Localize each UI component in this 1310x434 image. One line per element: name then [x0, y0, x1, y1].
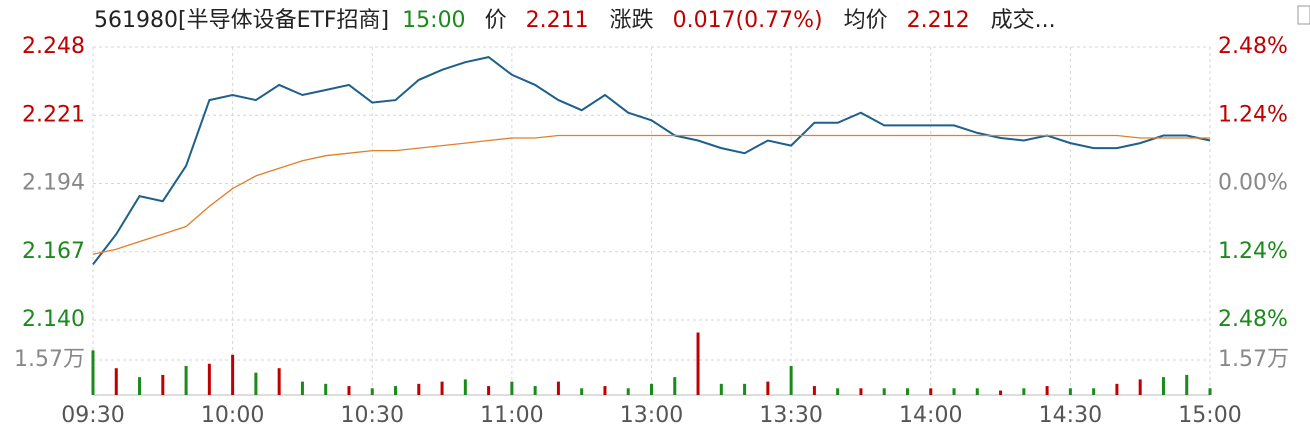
change: 0.017(0.77%) [673, 8, 823, 33]
change-label: 涨跌 [610, 8, 654, 33]
volume-bar [556, 381, 560, 395]
y-tick-label: 2.140 [22, 307, 85, 332]
x-tick-label: 11:00 [480, 403, 543, 428]
volume-bar [161, 374, 165, 395]
volume-bar [324, 383, 328, 395]
volume-bar [743, 383, 747, 395]
volume-bar [975, 388, 979, 395]
volume-bar [91, 350, 95, 395]
volume-bar [231, 354, 235, 395]
volume-bar [580, 388, 584, 395]
volume-bar [1022, 388, 1026, 395]
volume-bar [417, 383, 421, 395]
y2-tick-label: 1.24% [1218, 239, 1288, 264]
volume-bar [510, 381, 514, 395]
y2-tick-label: 1.57万 [1218, 347, 1289, 372]
volume-bar [650, 383, 653, 395]
avg: 2.212 [907, 8, 970, 33]
volume-bar [138, 377, 142, 395]
x-tick-label: 15:00 [1178, 403, 1241, 428]
volume-bar [859, 388, 863, 395]
y2-tick-label: 1.24% [1218, 102, 1288, 127]
volume-bar [370, 388, 374, 395]
volume-bar [1115, 383, 1119, 395]
volume-bar [1045, 386, 1049, 395]
volume-bar [905, 388, 909, 395]
volume-bar [1161, 377, 1165, 395]
toggle-icon[interactable] [1297, 5, 1310, 25]
volume-bar [789, 365, 793, 395]
y2-tick-label: 0.00% [1218, 171, 1288, 196]
volume-bar [719, 383, 723, 395]
volume-bar [766, 381, 770, 395]
y-tick-label: 2.194 [22, 171, 85, 196]
y2-tick-label: 2.48% [1218, 34, 1288, 59]
volume-bar [603, 386, 607, 395]
volume-bar [184, 365, 188, 395]
volume-bar [394, 386, 398, 395]
volume-bar [254, 372, 258, 395]
volume-bar [533, 386, 537, 395]
volume-bar [812, 386, 816, 395]
volume-bar [836, 388, 840, 395]
y2-tick-label: 2.48% [1218, 307, 1288, 332]
x-tick-label: 10:00 [201, 403, 264, 428]
volume-bar [114, 368, 118, 395]
volume-bar [952, 388, 956, 395]
time: 15:00 [402, 8, 465, 33]
price: 2.211 [526, 8, 589, 33]
x-tick-label: 10:30 [341, 403, 404, 428]
volume-bar [1068, 388, 1072, 395]
y-tick-label: 2.221 [22, 102, 85, 127]
volume-label: 成交... [991, 8, 1056, 33]
volume-bar [1138, 379, 1142, 395]
volume-bar [999, 390, 1003, 395]
volume-bar [929, 388, 933, 395]
volume-bar [463, 379, 467, 395]
volume-bar [673, 377, 677, 395]
y-tick-label: 1.57万 [14, 347, 85, 372]
volume-bar [277, 368, 281, 395]
volume-bar [300, 381, 304, 395]
avg-label: 均价 [844, 8, 888, 33]
volume-bar [696, 332, 700, 395]
x-tick-label: 13:00 [620, 403, 683, 428]
volume-bar [1208, 388, 1212, 395]
volume-bar [440, 381, 444, 395]
x-tick-label: 09:30 [61, 403, 124, 428]
x-tick-label: 14:00 [899, 403, 962, 428]
x-tick-label: 14:30 [1039, 403, 1102, 428]
price-line [92, 134, 1210, 255]
volume-bar [882, 388, 886, 395]
price-label: 价 [485, 8, 507, 33]
code: 561980[半导体设备ETF招商] [94, 8, 389, 33]
volume-bar [207, 363, 211, 395]
x-tick-label: 13:30 [759, 403, 822, 428]
header: 561980[半导体设备ETF招商] 15:00 价 2.211 涨跌 0.01… [94, 8, 1056, 33]
volume-bar [626, 388, 630, 395]
volume-bar [1092, 388, 1096, 395]
volume-bar [347, 386, 351, 395]
y-tick-label: 2.167 [22, 239, 85, 264]
price-line [92, 56, 1211, 266]
volume-bar [487, 386, 491, 395]
y-tick-label: 2.248 [22, 34, 85, 59]
volume-bar [1185, 374, 1189, 395]
